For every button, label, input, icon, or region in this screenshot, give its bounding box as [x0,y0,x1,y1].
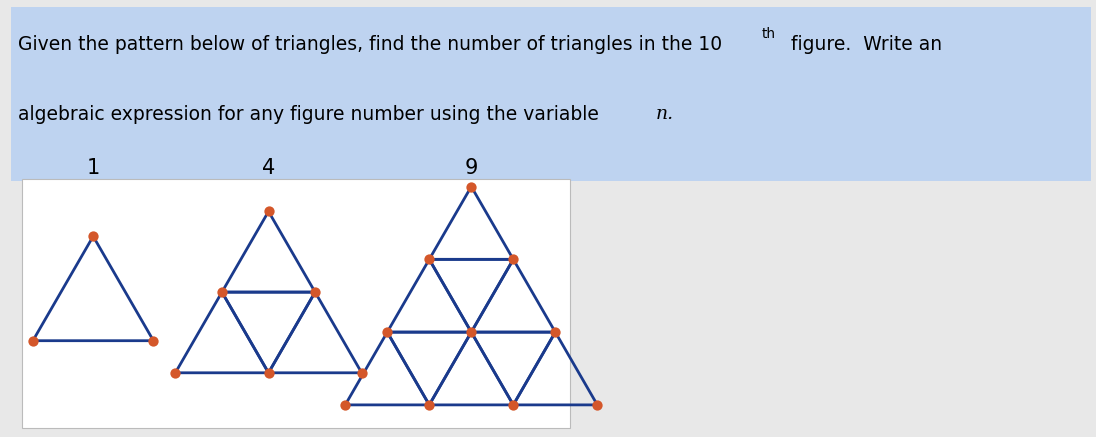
Point [463,329,480,336]
Point [336,402,354,409]
Point [24,337,42,344]
Point [589,402,606,409]
Point [84,233,102,240]
Point [421,402,438,409]
Text: figure.  Write an: figure. Write an [785,35,941,54]
Point [504,402,522,409]
Point [353,369,370,376]
Point [504,256,522,263]
Point [260,369,277,376]
Point [260,208,277,215]
Point [547,329,564,336]
Bar [22,179,570,428]
Text: 1: 1 [87,158,100,178]
Text: 9: 9 [465,158,478,178]
Text: 4: 4 [262,158,275,178]
Text: th: th [762,27,776,41]
Text: Given the pattern below of triangles, find the number of triangles in the 10: Given the pattern below of triangles, fi… [18,35,721,54]
Text: algebraic expression for any figure number using the variable: algebraic expression for any figure numb… [18,105,604,124]
Point [463,183,480,190]
Text: n.: n. [655,105,674,123]
Point [167,369,184,376]
Point [213,288,230,295]
Point [306,288,324,295]
Point [145,337,162,344]
Point [378,329,396,336]
Bar [11,7,1091,181]
Point [421,256,438,263]
